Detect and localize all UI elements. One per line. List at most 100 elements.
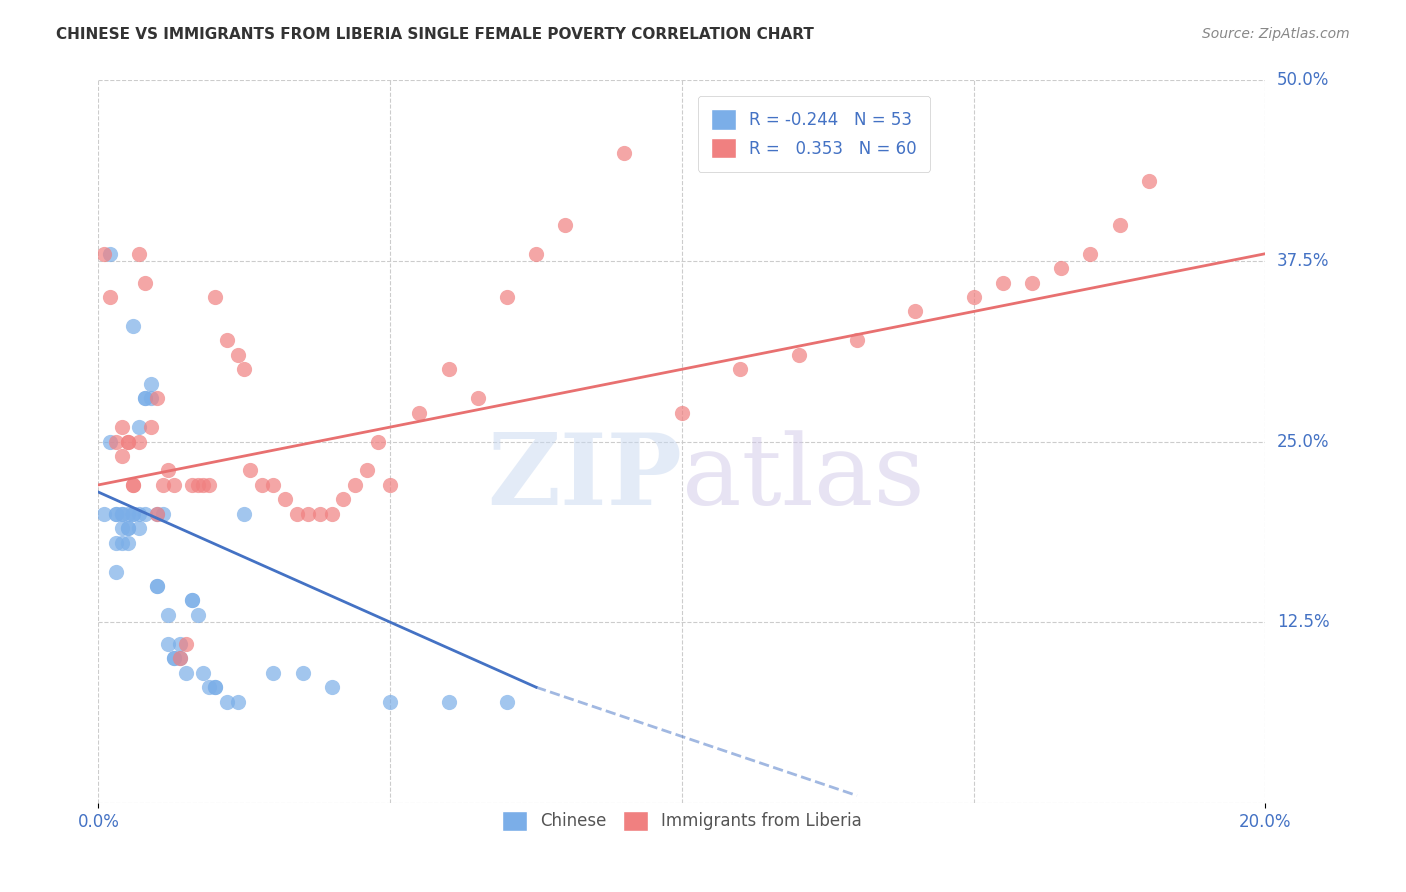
Text: 37.5%: 37.5%: [1277, 252, 1330, 270]
Point: [180, 478, 202, 492]
Point: [157, 607, 180, 622]
Point: [146, 507, 169, 521]
Text: 12.5%: 12.5%: [1277, 613, 1330, 632]
Point: [554, 218, 576, 232]
Point: [671, 406, 693, 420]
Point: [228, 348, 250, 362]
Point: [146, 507, 169, 521]
Point: [180, 593, 202, 607]
Point: [204, 680, 226, 694]
Point: [187, 478, 209, 492]
Point: [122, 507, 145, 521]
Point: [380, 478, 402, 492]
Point: [117, 507, 139, 521]
Point: [180, 593, 202, 607]
Point: [104, 565, 127, 579]
Point: [117, 434, 139, 449]
Point: [524, 246, 547, 260]
Point: [134, 507, 156, 521]
Text: ZIP: ZIP: [486, 429, 682, 526]
Point: [962, 290, 984, 304]
Point: [612, 145, 634, 160]
Point: [367, 434, 389, 449]
Point: [111, 535, 134, 549]
Text: atlas: atlas: [682, 430, 925, 525]
Point: [122, 478, 145, 492]
Point: [128, 434, 150, 449]
Point: [163, 651, 186, 665]
Point: [1080, 246, 1102, 260]
Point: [204, 680, 226, 694]
Point: [321, 680, 343, 694]
Point: [193, 665, 215, 680]
Point: [163, 478, 186, 492]
Point: [134, 391, 156, 405]
Point: [93, 246, 115, 260]
Point: [122, 478, 145, 492]
Point: [356, 463, 378, 477]
Point: [111, 507, 134, 521]
Point: [239, 463, 262, 477]
Point: [467, 391, 489, 405]
Point: [297, 507, 319, 521]
Point: [1108, 218, 1130, 232]
Point: [262, 665, 284, 680]
Point: [134, 276, 156, 290]
Point: [193, 478, 215, 492]
Point: [169, 651, 191, 665]
Point: [134, 391, 156, 405]
Point: [122, 507, 145, 521]
Point: [174, 665, 197, 680]
Legend: Chinese, Immigrants from Liberia: Chinese, Immigrants from Liberia: [495, 805, 869, 838]
Point: [169, 651, 191, 665]
Point: [262, 478, 284, 492]
Point: [104, 507, 127, 521]
Point: [233, 362, 256, 376]
Point: [128, 507, 150, 521]
Point: [274, 492, 297, 507]
Point: [157, 637, 180, 651]
Point: [98, 290, 121, 304]
Point: [408, 406, 430, 420]
Point: [309, 507, 332, 521]
Point: [139, 420, 162, 434]
Point: [344, 478, 367, 492]
Point: [111, 420, 134, 434]
Point: [128, 521, 150, 535]
Text: 50.0%: 50.0%: [1277, 71, 1330, 89]
Point: [991, 276, 1014, 290]
Point: [111, 521, 134, 535]
Point: [139, 391, 162, 405]
Point: [122, 318, 145, 333]
Point: [104, 507, 127, 521]
Point: [146, 579, 169, 593]
Point: [117, 434, 139, 449]
Point: [174, 637, 197, 651]
Point: [904, 304, 927, 318]
Text: 25.0%: 25.0%: [1277, 433, 1330, 450]
Point: [152, 478, 174, 492]
Point: [111, 507, 134, 521]
Point: [1021, 276, 1043, 290]
Point: [1050, 261, 1073, 276]
Point: [152, 507, 174, 521]
Point: [157, 463, 180, 477]
Point: [117, 535, 139, 549]
Point: [98, 246, 121, 260]
Point: [233, 507, 256, 521]
Point: [93, 507, 115, 521]
Point: [437, 362, 460, 376]
Point: [215, 334, 238, 348]
Point: [146, 579, 169, 593]
Point: [204, 290, 226, 304]
Point: [250, 478, 273, 492]
Point: [163, 651, 186, 665]
Point: [228, 695, 250, 709]
Point: [496, 695, 519, 709]
Point: [496, 290, 519, 304]
Point: [169, 637, 191, 651]
Point: [321, 507, 343, 521]
Point: [285, 507, 308, 521]
Point: [104, 434, 127, 449]
Point: [128, 420, 150, 434]
